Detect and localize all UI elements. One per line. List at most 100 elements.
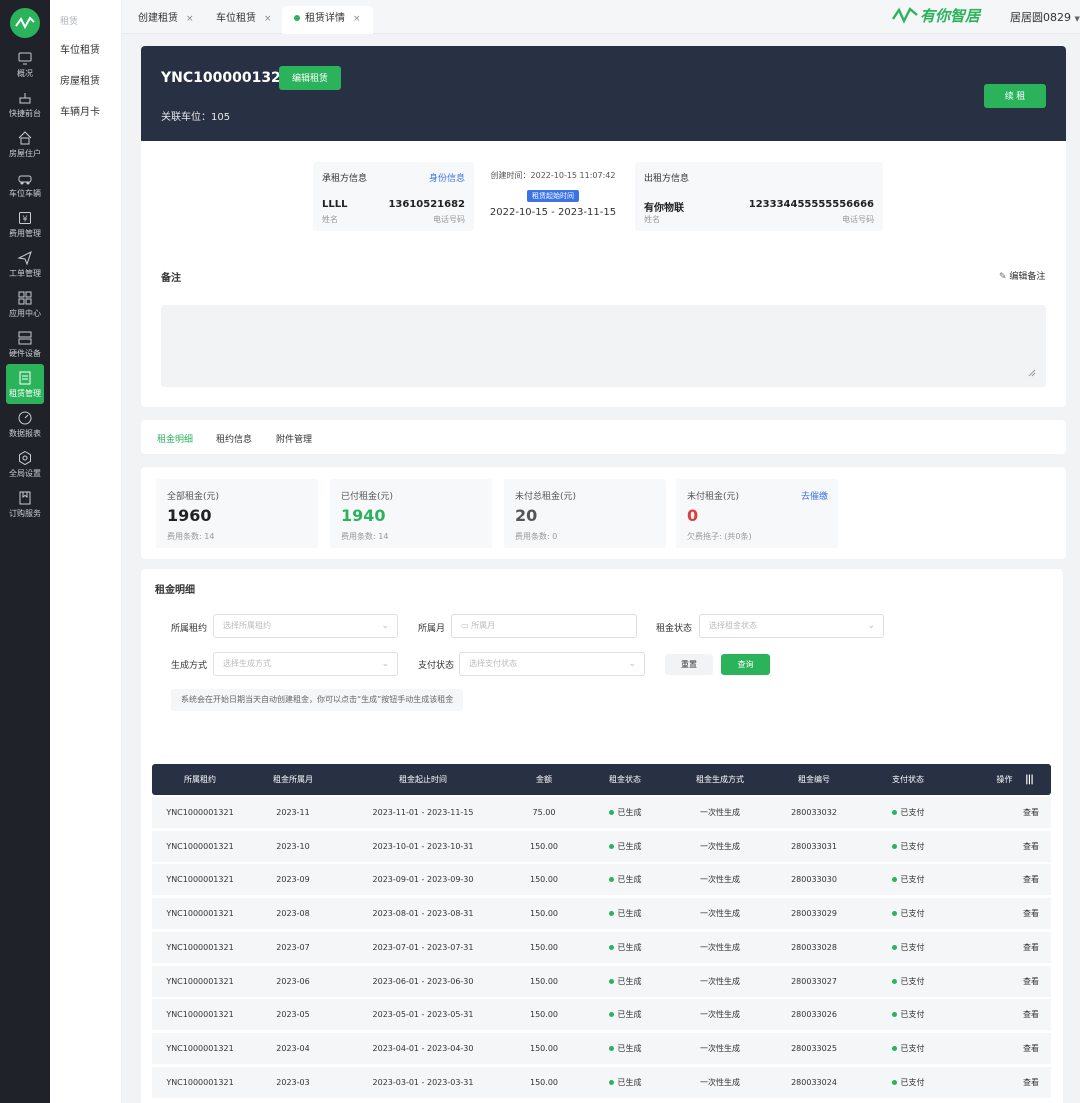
- table-row: YNC1000001321 2023-08 2023-08-01 - 2023-08…: [152, 898, 1051, 930]
- table-cell: YNC1000001321: [166, 909, 234, 919]
- table-cell: 2023-09: [276, 875, 310, 885]
- identity-info-link[interactable]: 身份信息: [428, 174, 465, 184]
- stat-card-0: 全部租金(元) 1960 费用条数: 14: [156, 479, 318, 548]
- rent-status-select[interactable]: 选择租金状态 ⌄: [699, 614, 884, 638]
- table-row: YNC1000001321 2023-09 2023-09-01 - 2023-09…: [152, 864, 1051, 896]
- nav-item-1[interactable]: 快捷前台: [0, 84, 50, 124]
- nav-item-10[interactable]: 全局设置: [0, 444, 50, 484]
- tab-create-lease[interactable]: 创建租赁 ×: [126, 6, 206, 34]
- view-link[interactable]: 查看: [1023, 909, 1039, 919]
- remark-textarea[interactable]: [161, 305, 1046, 387]
- view-link[interactable]: 查看: [1023, 942, 1039, 952]
- table-cell: 150.00: [530, 1010, 558, 1020]
- resize-handle-icon[interactable]: [1028, 369, 1036, 377]
- brand-logo-icon: [892, 6, 918, 24]
- tab-rent-detail[interactable]: 租金明细: [157, 435, 194, 445]
- tenant-card: 承租方信息 身份信息 LLLL 姓名 13610521682 电话号码: [313, 162, 474, 231]
- gen-method-placeholder: 选择生成方式: [223, 659, 271, 668]
- view-link[interactable]: 查看: [1023, 841, 1039, 851]
- nav-item-2[interactable]: 房屋住户: [0, 124, 50, 164]
- column-settings-icon[interactable]: |||: [1025, 774, 1034, 785]
- pay-status-cell: 已支付: [858, 966, 958, 997]
- view-link[interactable]: 查看: [1023, 1077, 1039, 1087]
- table-cell: 2023-03-01 - 2023-03-31: [372, 1077, 474, 1087]
- table-cell: 280033030: [791, 875, 837, 885]
- close-icon[interactable]: ×: [353, 14, 361, 24]
- table-cell: 一次性生成: [700, 1010, 740, 1020]
- tab-contract-info[interactable]: 租约信息: [216, 435, 253, 445]
- view-link[interactable]: 查看: [1023, 1010, 1039, 1020]
- tab-label: 租赁详情: [305, 13, 345, 24]
- nav-item-5[interactable]: 工单管理: [0, 244, 50, 284]
- lessor-phone-label: 电话号码: [842, 215, 874, 224]
- tenant-title: 承租方信息: [322, 174, 368, 184]
- sub-menu-item-house-lease[interactable]: 房屋租赁: [60, 76, 100, 87]
- rent-stats: 全部租金(元) 1960 费用条数: 14 已付租金(元) 1940 费用条数: 14 未付…: [141, 467, 1066, 559]
- stat-card-1: 已付租金(元) 1940 费用条数: 14: [330, 479, 492, 548]
- nav-item-9[interactable]: 数据报表: [0, 404, 50, 444]
- nav-item-11[interactable]: 订购服务: [0, 484, 50, 524]
- pay-status-cell: 已支付: [858, 1067, 958, 1098]
- table-cell: 一次性生成: [700, 942, 740, 952]
- nav-item-3[interactable]: 车位车辆: [0, 164, 50, 204]
- section-tabs: 租金明细 租约信息 附件管理: [141, 420, 1066, 454]
- table-cell: YNC1000001321: [166, 1077, 234, 1087]
- pay-status-cell: 已支付: [858, 831, 958, 862]
- tab-lease-detail[interactable]: 租赁详情 ×: [282, 6, 373, 34]
- stat-value: 1940: [341, 506, 386, 525]
- pay-status-select[interactable]: 选择支付状态 ⌄: [459, 652, 645, 676]
- contract-select[interactable]: 选择所属租约 ⌄: [213, 614, 398, 638]
- gen-method-select[interactable]: 选择生成方式 ⌄: [213, 652, 398, 676]
- nav-item-8[interactable]: 租赁管理: [6, 364, 44, 404]
- table-cell: 2023-04: [276, 1043, 310, 1053]
- close-icon[interactable]: ×: [264, 14, 272, 24]
- contract-select-placeholder: 选择所属租约: [223, 621, 271, 630]
- tab-attachments[interactable]: 附件管理: [276, 435, 313, 445]
- edit-lease-button[interactable]: 编辑租赁: [279, 66, 341, 90]
- sub-menu-item-parking-lease[interactable]: 车位租赁: [60, 45, 100, 56]
- lease-code: YNC100000132: [161, 70, 281, 86]
- user-name: 居居圆0829: [1010, 11, 1071, 24]
- app-logo[interactable]: [10, 8, 40, 38]
- tab-parking-lease[interactable]: 车位租赁 ×: [204, 6, 284, 34]
- tenant-phone-label: 电话号码: [433, 215, 465, 224]
- pay-status-cell: 已支付: [858, 797, 958, 828]
- edit-remark-button[interactable]: ✎ 编辑备注: [999, 269, 1045, 282]
- view-link[interactable]: 查看: [1023, 875, 1039, 885]
- nav-item-7[interactable]: 硬件设备: [0, 324, 50, 364]
- month-picker[interactable]: ▭ 所属月: [451, 614, 637, 638]
- caret-down-icon: ▼: [1074, 15, 1080, 23]
- chevron-down-icon: ⌄: [867, 621, 875, 631]
- status-filter-label: 租金状态: [656, 624, 693, 634]
- view-link[interactable]: 查看: [1023, 976, 1039, 986]
- lessor-phone: 123334455555556666: [748, 199, 874, 210]
- stat-card-2: 未付总租金(元) 20 费用条数: 0: [504, 479, 666, 548]
- table-cell: YNC1000001321: [166, 841, 234, 851]
- stat-label: 未付总租金(元): [515, 492, 577, 502]
- stat-value: 20: [515, 506, 538, 525]
- close-icon[interactable]: ×: [186, 14, 194, 24]
- home-icon: [17, 130, 33, 146]
- nav-item-4[interactable]: ¥ 费用管理: [0, 204, 50, 244]
- query-button[interactable]: 查询: [721, 654, 770, 675]
- user-menu[interactable]: 居居圆0829 ▼: [1010, 9, 1080, 25]
- chevron-down-icon: ⌄: [628, 659, 636, 669]
- calendar-icon: ▭: [461, 621, 469, 630]
- table-row: YNC1000001321 2023-07 2023-07-01 - 2023-07…: [152, 931, 1051, 963]
- sub-menu-item-monthly-card[interactable]: 车辆月卡: [60, 107, 100, 118]
- table-cell: 一次性生成: [700, 875, 740, 885]
- table-cell: 2023-07-01 - 2023-07-31: [372, 942, 474, 952]
- table-cell: 2023-08: [276, 909, 310, 919]
- collect-arrears-link[interactable]: 去催缴: [800, 492, 828, 502]
- lease-period-range: 2022-10-15 - 2023-11-15: [489, 207, 617, 218]
- renew-button[interactable]: 续 租: [984, 84, 1046, 108]
- table-cell: YNC1000001321: [166, 1010, 234, 1020]
- nav-item-0[interactable]: 概况: [0, 44, 50, 84]
- nav-item-6[interactable]: 应用中心: [0, 284, 50, 324]
- view-link[interactable]: 查看: [1023, 808, 1039, 817]
- reset-button[interactable]: 重置: [665, 654, 713, 675]
- view-link[interactable]: 查看: [1023, 1043, 1039, 1053]
- table-cell: 280033027: [791, 976, 837, 986]
- table-cell: 一次性生成: [700, 976, 740, 986]
- gauge-icon: [17, 410, 33, 426]
